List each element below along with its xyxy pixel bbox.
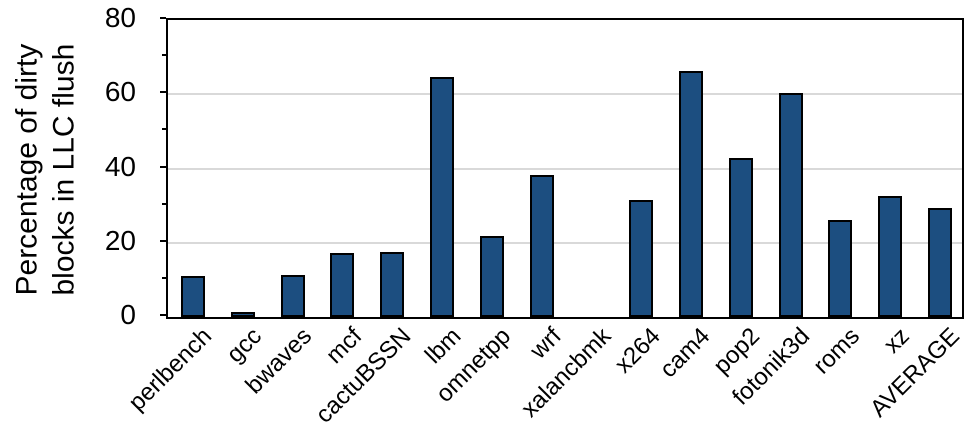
bar-wrf <box>529 175 554 317</box>
y-major-tick <box>160 314 166 316</box>
bar-pop2 <box>728 157 753 317</box>
y-tick-label: 60 <box>104 76 136 108</box>
bar-gcc <box>230 312 255 317</box>
y-major-tick <box>160 165 166 168</box>
gridline-20 <box>168 241 962 244</box>
bar-x264 <box>629 200 654 317</box>
bar-xz <box>878 195 903 317</box>
y-minor-tick <box>162 128 166 131</box>
gridline-40 <box>168 167 962 170</box>
y-tick-label: 20 <box>104 224 136 256</box>
bar-cactuBSSN <box>380 251 405 317</box>
y-minor-tick <box>162 276 166 279</box>
y-tick-label: 0 <box>120 299 136 330</box>
x-tick-label-x264: x264 <box>610 322 666 379</box>
x-tick-label-roms: roms <box>808 322 866 380</box>
bar-perlbench <box>180 276 205 317</box>
x-tick-label-perlbench: perlbench <box>123 322 218 417</box>
plot-area <box>166 18 964 319</box>
bar-mcf <box>330 253 355 317</box>
gridline-60 <box>168 93 962 96</box>
bar-cam4 <box>679 71 704 317</box>
y-axis-title-line1: Percentage of dirty <box>10 44 44 296</box>
x-tick-label-wrf: wrf <box>524 322 567 365</box>
bar-lbm <box>429 76 454 317</box>
bar-omnetpp <box>479 236 504 317</box>
y-tick-label: 40 <box>104 150 136 182</box>
y-minor-tick <box>162 202 166 205</box>
y-major-tick <box>160 91 166 94</box>
y-major-tick <box>160 239 166 242</box>
y-major-tick <box>160 17 166 19</box>
y-minor-tick <box>162 54 166 57</box>
x-tick-label-cam4: cam4 <box>655 322 716 384</box>
bar-fotonik3d <box>778 93 803 317</box>
x-tick-label-xz: xz <box>878 322 915 359</box>
y-tick-label: 80 <box>104 2 136 33</box>
bar-bwaves <box>280 275 305 317</box>
bar-roms <box>828 219 853 317</box>
bar-AVERAGE <box>928 207 953 317</box>
